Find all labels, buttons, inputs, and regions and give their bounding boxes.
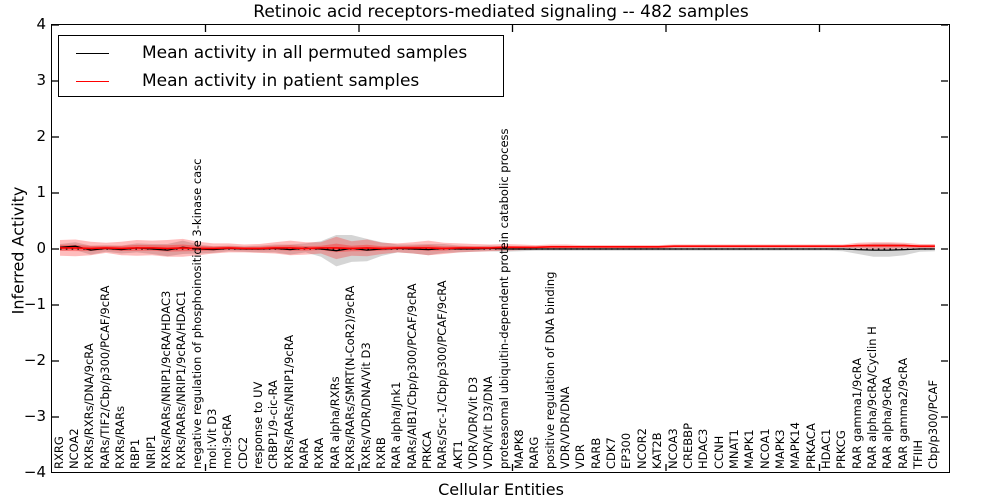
x-tick-label: mol:Vit D3 bbox=[205, 408, 219, 469]
x-tick-label: NCOA2 bbox=[66, 428, 81, 469]
x-tick-label: RARG bbox=[527, 436, 542, 469]
permuted-mean-line bbox=[59, 245, 935, 252]
x-tick-label: MNAT1 bbox=[726, 429, 741, 469]
x-tick-label: HDAC1 bbox=[819, 428, 833, 469]
x-tick-label: RARs/AIB1/Cbp/p300/PCAF/9cRA bbox=[404, 283, 419, 469]
x-tick-label: MAPK14 bbox=[788, 422, 803, 469]
x-tick-label: RARs/Src-1/Cbp/p300/PCAF/9cRA bbox=[435, 280, 450, 469]
x-tick-label: RXRs/RXRs/DNA/9cRA bbox=[82, 343, 97, 469]
x-tick-label: PRKCA bbox=[419, 431, 434, 469]
x-tick-label: RAR alpha/9cRA/Cyclin H bbox=[865, 326, 880, 469]
x-tick-label: RBP1 bbox=[128, 438, 143, 469]
x-tick-label: RAR gamma1/9cRA bbox=[849, 357, 864, 469]
y-tick-label: −4 bbox=[23, 463, 46, 481]
x-tick-label: PRKCG bbox=[834, 430, 849, 469]
permuted-line-swatch bbox=[76, 52, 109, 54]
x-tick-label: RXRB bbox=[373, 437, 388, 469]
x-tick-label: RXRs/RARs/NRIP1/9cRA bbox=[281, 334, 296, 469]
x-tick-label: VDR/VDR/Vit D3 bbox=[465, 376, 480, 469]
x-tick-label: NCOA3 bbox=[665, 428, 680, 469]
permuted-std-band bbox=[60, 235, 935, 267]
y-tick-label: −3 bbox=[23, 407, 46, 425]
x-tick-label: RAR alpha/Jnk1 bbox=[389, 381, 404, 469]
x-tick-label: PRKACA bbox=[803, 423, 818, 469]
legend-label-patient: Mean activity in patient samples bbox=[142, 71, 420, 91]
x-tick-label: RARB bbox=[588, 437, 603, 469]
y-tick-label: 0 bbox=[36, 239, 46, 257]
patient-mean-line bbox=[60, 244, 935, 250]
x-tick-label: NCOR2 bbox=[634, 428, 649, 469]
legend-entry-patient: Mean activity in patient samples bbox=[59, 68, 419, 94]
x-tick-label: HDAC3 bbox=[696, 428, 711, 469]
x-tick-label: RAR gamma2/9cRA bbox=[895, 357, 910, 469]
x-axis-label: Cellular Entities bbox=[438, 480, 564, 499]
x-tick-label: RXRs/RARs bbox=[112, 405, 127, 469]
x-tick-label: NRIP1 bbox=[143, 434, 158, 469]
y-tick-label: 2 bbox=[36, 127, 46, 145]
legend-entry-permuted: Mean activity in all permuted samples bbox=[59, 40, 467, 66]
x-tick-label: RXRs/VDR/DNA/Vit D3 bbox=[358, 342, 373, 469]
x-tick-label: negative regulation of phosphoinositide … bbox=[189, 158, 204, 470]
y-tick-label: 4 bbox=[36, 15, 46, 33]
patient-line-swatch bbox=[76, 80, 109, 82]
x-tick-label: AKT1 bbox=[450, 440, 465, 469]
x-tick-label: RAR alpha/9cRA bbox=[880, 377, 895, 469]
y-tick-label: −1 bbox=[23, 295, 46, 313]
x-tick-label: RXRA bbox=[312, 437, 327, 469]
y-tick-label: 1 bbox=[36, 183, 46, 201]
x-tick-label: CDC2 bbox=[235, 436, 250, 469]
y-tick-label: −2 bbox=[23, 351, 46, 369]
x-tick-label: positive regulation of DNA binding bbox=[542, 271, 557, 469]
x-tick-label: response to UV bbox=[251, 381, 266, 469]
x-tick-label: VDR/VDR/DNA bbox=[558, 386, 573, 470]
legend: Mean activity in all permuted samples Me… bbox=[58, 35, 504, 97]
x-tick-label: CRBP1/9-cic-RA bbox=[266, 380, 281, 469]
x-tick-label: CCNH bbox=[711, 435, 726, 469]
x-tick-label: RAR alpha/RXRs bbox=[327, 376, 342, 469]
x-tick-label: VDR/Vit D3/DNA bbox=[481, 376, 496, 469]
x-tick-label: KAT2B bbox=[650, 432, 665, 469]
x-tick-label: CREBBP bbox=[680, 423, 695, 469]
y-tick-label: 3 bbox=[36, 71, 46, 89]
legend-label-permuted: Mean activity in all permuted samples bbox=[142, 43, 468, 63]
chart-title: Retinoic acid receptors-mediated signali… bbox=[253, 2, 749, 22]
x-tick-label: Cbp/p300/PCAF bbox=[926, 379, 941, 469]
x-tick-label: RXRs/RARs/NRIP1/9cRA/HDAC1 bbox=[174, 290, 189, 469]
x-tick-label: proteasomal ubiquitin-dependent protein … bbox=[496, 128, 511, 469]
x-tick-label: NCOA1 bbox=[757, 428, 772, 469]
x-tick-label: RXRG bbox=[51, 436, 66, 469]
chart-canvas bbox=[52, 25, 948, 471]
x-tick-label: MAPK8 bbox=[512, 429, 526, 469]
x-tick-label: RARs/TIF2/Cbp/p300/PCAF/9cRA bbox=[97, 285, 112, 469]
x-tick-label: MAPK3 bbox=[772, 429, 787, 469]
x-tick-label: RXRs/RARs/SMRT(N-CoR2)/9cRA bbox=[343, 285, 358, 469]
x-tick-label: MAPK1 bbox=[742, 429, 757, 469]
x-tick-label: EP300 bbox=[619, 432, 634, 469]
x-tick-label: VDR bbox=[573, 444, 588, 469]
x-tick-label: CDK7 bbox=[604, 437, 619, 469]
x-tick-label: RARA bbox=[297, 438, 312, 469]
x-tick-label: TFIIH bbox=[911, 439, 926, 469]
plot-area: RXRG NCOA2 RXRs/RXRs/DNA/9cRA RARs/TIF2/Cbp… bbox=[51, 24, 950, 473]
x-tick-label: RXRs/RARs/NRIP1/9cRA/HDAC3 bbox=[158, 290, 173, 469]
x-tick-label: mol:9cRA bbox=[220, 414, 235, 469]
